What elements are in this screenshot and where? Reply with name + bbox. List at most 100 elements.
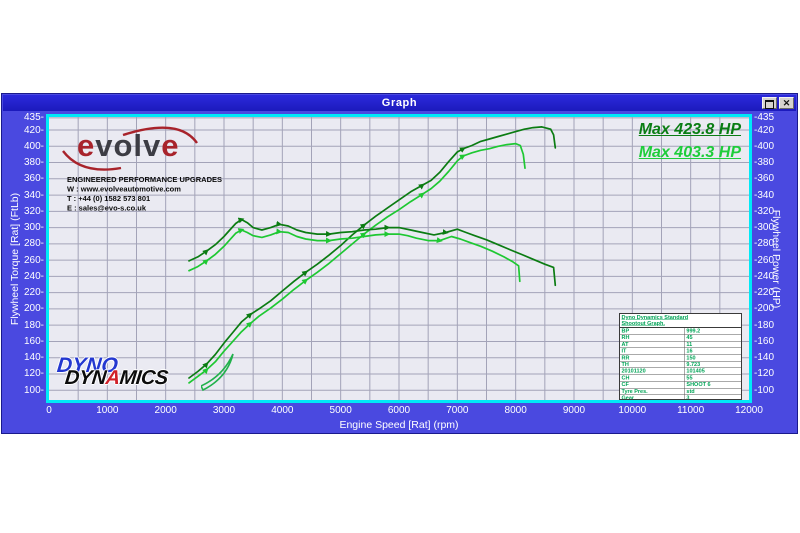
table-row: RH 45 [620,334,741,342]
table-cell-label: Gear [620,394,685,399]
table-cell-label: AT [620,341,685,348]
table-row: 20101120 101405 [620,368,741,375]
y-tick-right-280: -280 [754,238,775,250]
x-tick-3000: 3000 [212,405,236,416]
dyno-swoosh-icon [201,353,234,392]
y-tick-left-340: 340- [23,189,44,201]
table-cell-label: CH [620,374,685,382]
table-cell-value: 45 [686,334,693,341]
y-tick-right-360: -360 [754,173,775,185]
table-cell-value: 150 [686,354,696,361]
y-tick-right-200: -200 [754,303,775,315]
y-tick-left-140: 140- [23,352,44,364]
table-cell-value: 101405 [686,368,705,375]
y-tick-left-400: 400- [23,140,44,152]
y-tick-right-260: -260 [754,254,775,266]
dyno-logo-word2: DYNAMICS [63,367,169,389]
evolve-contact-lines: ENGINEERED PERFORMANCE UPGRADES W : www.e… [67,175,247,213]
curve-power-run-1 [188,126,557,379]
evolve-name: evolve [77,128,180,163]
table-cell-value: 999.2 [686,328,701,334]
table-row: IT 16 [620,348,741,355]
y-tick-right-400: -400 [754,140,775,152]
y-tick-right-140: -140 [754,352,775,364]
table-cell-label: IT [620,348,685,355]
table-cell-value: 55 [686,374,693,381]
table-cell-value: 16 [686,348,693,355]
restore-icon [765,100,774,109]
table-cell-label: BP [620,328,685,335]
curve-arrows-power-run-1 [202,147,466,369]
y-tick-left-220: 220- [23,287,44,299]
evolve-contact-line: E : sales@evo-s.co.uk [67,204,147,213]
y-tick-left-120: 120- [23,368,44,380]
x-tick-6000: 6000 [387,405,411,416]
close-icon: ✕ [782,98,791,108]
table-row: RR 150 [620,354,741,362]
x-tick-12000: 12000 [735,405,763,416]
x-tick-11000: 11000 [677,405,705,416]
y-tick-left-435: 435- [23,112,44,124]
y-tick-right-340: -340 [754,189,775,201]
y-tick-right-180: -180 [754,319,775,331]
table-cell-value: 3 [686,394,690,400]
y-tick-right-320: -320 [754,205,775,217]
table-cell-label: 20101120 [620,368,685,375]
table-cell-label: Tyre Pres. [620,388,685,395]
table-cell-value: SHOOT 6 [686,381,711,388]
y-tick-left-280: 280- [23,238,44,250]
x-tick-4000: 4000 [271,405,294,416]
y-tick-right-220: -220 [754,287,775,299]
y-tick-right-240: -240 [754,270,775,282]
x-tick-1000: 1000 [96,405,119,416]
x-tick-9000: 9000 [562,405,586,416]
y-tick-left-240: 240- [23,270,44,282]
evolve-contact-line: ENGINEERED PERFORMANCE UPGRADES [67,175,223,185]
y-tick-left-100: 100- [23,384,44,396]
window-titlebar[interactable]: Graph ✕ [3,95,796,111]
curve-torque-run-1 [188,218,557,287]
y-tick-left-160: 160- [23,335,44,347]
max-power-run2: Max 403.3 HP [638,144,741,161]
table-cell-value: 11 [686,341,693,348]
x-tick-5000: 5000 [329,405,352,416]
y-tick-right-420: -420 [754,124,775,136]
evolve-contact-line: W : www.evolveautomotive.com [67,185,181,194]
y-tick-right-120: -120 [754,368,775,380]
y-tick-left-360: 360- [23,173,44,185]
x-tick-8000: 8000 [504,405,527,416]
max-power-annotations: Max 423.8 HP Max 403.3 HP [639,118,741,164]
table-cell-label: RH [620,334,685,341]
x-axis-title: Engine Speed [Rat] (rpm) [339,419,459,431]
table-header-line2: Shootout Graph. [621,320,665,327]
y-tick-left-300: 300- [23,222,44,234]
y-tick-right-435: -435 [754,112,775,124]
table-row: CF SHOOT 6 [620,381,741,389]
y-tick-right-380: -380 [754,157,775,169]
evolve-contact-line: T : +44 (0) 1582 573 801 [67,194,151,204]
window-title: Graph [381,97,418,109]
y-tick-right-160: -160 [754,335,775,347]
evolve-wordmark: evolve [59,121,239,175]
table-row: BP 999.2 [620,328,741,335]
table-row: AT 11 [620,341,741,349]
table-row: TH 9.723 [620,361,741,369]
evolve-logo: evolve ENGINEERED PERFORMANCE UPGRADES W … [59,121,239,251]
run-info-table: Dyno Dynamics Standard Shootout Graph. B… [619,313,742,400]
x-tick-2000: 2000 [154,405,177,416]
table-header-line1: Dyno Dynamics Standard [621,314,689,321]
y-tick-left-420: 420- [23,124,44,136]
run-info-table-header: Dyno Dynamics Standard Shootout Graph. [620,314,741,328]
plot-area: evolve ENGINEERED PERFORMANCE UPGRADES W … [46,114,752,403]
x-tick-10000: 10000 [618,405,647,416]
table-cell-label: CF [620,381,685,388]
dyno-curves-chart [49,117,749,400]
titlebar-buttons: ✕ [762,97,794,109]
table-row: Gear 3 [620,394,741,400]
table-cell-value: 9.723 [686,361,701,368]
close-button[interactable]: ✕ [779,97,794,109]
table-row: CH 55 [620,374,741,382]
y-tick-right-100: -100 [754,384,775,396]
restore-button[interactable] [762,97,777,109]
